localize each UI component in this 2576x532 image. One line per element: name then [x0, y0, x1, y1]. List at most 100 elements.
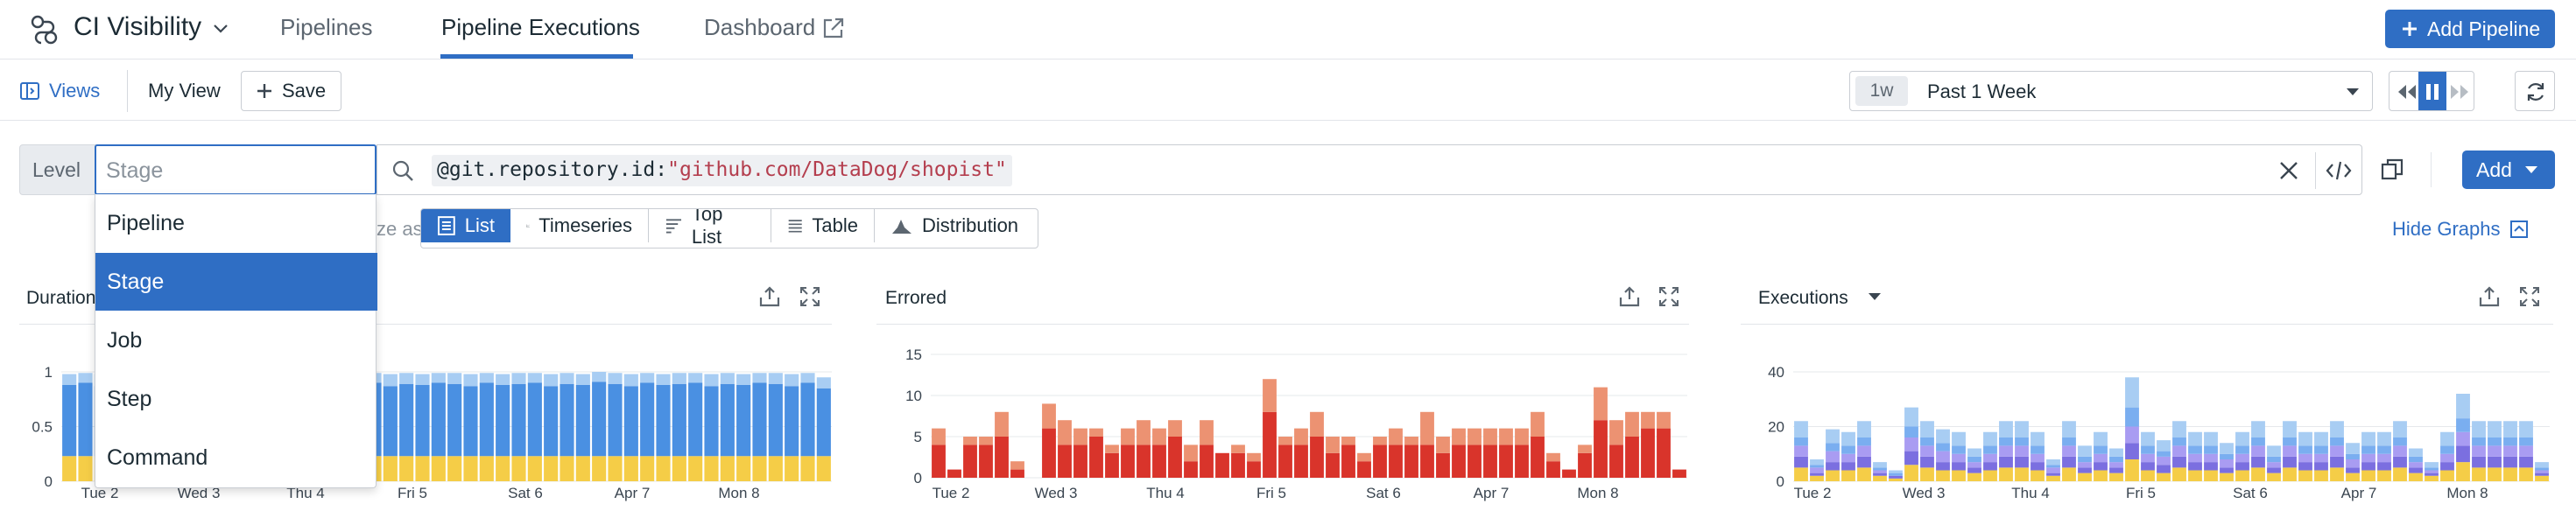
expand-icon[interactable]	[1658, 285, 1680, 308]
chart-bar	[2440, 445, 2454, 454]
refresh-button[interactable]	[2515, 71, 2555, 111]
sidebar-panel-icon	[20, 82, 39, 100]
app-title[interactable]: CI Visibility	[74, 12, 202, 41]
chart-bar	[736, 385, 751, 457]
export-icon[interactable]	[758, 285, 781, 308]
chart-bar	[2425, 462, 2439, 468]
rewind-icon[interactable]	[2397, 83, 2418, 101]
caret-down-icon[interactable]	[1868, 292, 1882, 301]
export-icon[interactable]	[2478, 285, 2501, 308]
viz-tab-distribution[interactable]: Distribution	[875, 209, 1038, 242]
viz-tab-table[interactable]: Table	[771, 209, 875, 242]
hide-graphs-toggle[interactable]: Hide Graphs	[2392, 218, 2529, 241]
chart-bar	[2094, 431, 2108, 446]
chart-bar	[511, 373, 526, 384]
views-toggle[interactable]: Views	[19, 80, 100, 102]
dropdown-option-step[interactable]: Step	[107, 386, 152, 411]
chart-bar	[1105, 444, 1119, 453]
pause-button[interactable]	[2418, 72, 2446, 110]
chart-bar	[2425, 470, 2439, 473]
views-label: Views	[49, 80, 101, 102]
chart-bar	[2015, 421, 2029, 438]
level-input[interactable]: Stage	[95, 144, 377, 195]
tab-pipeline-executions[interactable]: Pipeline Executions	[441, 14, 640, 40]
external-link-icon[interactable]	[821, 16, 846, 40]
time-range-badge: 1w	[1855, 76, 1908, 106]
chart-bar	[2141, 470, 2155, 481]
chart-bar	[2283, 438, 2297, 446]
chart-bar	[2251, 438, 2265, 446]
dropdown-option-stage[interactable]: Stage	[95, 253, 377, 311]
chart-bar	[1983, 445, 1997, 454]
dropdown-option-command[interactable]: Command	[107, 444, 208, 470]
chart-bar	[1341, 444, 1355, 478]
chart-bar	[1326, 437, 1340, 453]
viz-tab-top-list[interactable]: Top List	[649, 209, 771, 248]
chart-bar	[1073, 444, 1087, 478]
chart-bar	[1042, 428, 1056, 478]
expand-icon[interactable]	[799, 285, 821, 308]
copy-icon[interactable]	[2380, 158, 2404, 182]
chart-bar	[2204, 462, 2218, 471]
chart-bar	[2141, 445, 2155, 454]
tab-pipelines[interactable]: Pipelines	[280, 14, 373, 40]
chart-bar	[1794, 456, 1808, 468]
dropdown-option-pipeline[interactable]: Pipeline	[107, 210, 185, 235]
chevron-down-icon[interactable]	[212, 23, 229, 35]
chart-bar	[768, 373, 783, 384]
chart-bar	[479, 456, 494, 481]
chart-bar	[2298, 445, 2312, 454]
divider	[127, 70, 128, 112]
code-view-icon[interactable]	[2326, 159, 2352, 182]
chart-bar	[1105, 452, 1119, 478]
x-tick-label: Mon 8	[718, 485, 760, 501]
clear-query-icon[interactable]	[2277, 159, 2300, 182]
divider	[2315, 152, 2316, 189]
chart-bar	[2125, 377, 2139, 408]
viz-tab-label: Distribution	[922, 214, 1019, 236]
chart-bar	[2377, 445, 2391, 454]
x-tick-label: Fri 5	[398, 485, 427, 501]
dropdown-option-job[interactable]: Job	[107, 327, 143, 353]
chart-title-executions: Executions	[1758, 288, 1848, 308]
chart-bar	[2031, 453, 2045, 463]
add-pipeline-button[interactable]: Add Pipeline	[2385, 10, 2555, 48]
x-tick-label: Thu 4	[2011, 485, 2050, 501]
tab-dashboard[interactable]: Dashboard	[704, 14, 816, 40]
chart-bar	[2535, 462, 2549, 468]
search-query-token[interactable]: @git.repository.id:"github.com/DataDog/s…	[432, 155, 1012, 186]
chart-bar	[1121, 444, 1135, 478]
chart-bar	[592, 456, 607, 481]
chart-bar	[2298, 462, 2312, 471]
search-query-bar[interactable]: @git.repository.id:"github.com/DataDog/s…	[377, 144, 2362, 195]
chart-bar	[2015, 445, 2029, 457]
chart-bar	[1058, 420, 1072, 445]
expand-icon[interactable]	[2518, 285, 2541, 308]
chart-bar	[1373, 437, 1387, 445]
chart-bar	[995, 437, 1009, 478]
chart-bar	[1310, 411, 1324, 437]
chart-bar	[640, 382, 655, 457]
save-view-button[interactable]: Save	[241, 71, 341, 111]
chart-bar	[1936, 429, 1950, 444]
add-button[interactable]: Add	[2462, 150, 2555, 189]
chart-bar	[1263, 411, 1277, 478]
chart-bar	[2031, 445, 2045, 454]
viz-tab-list[interactable]: List	[421, 209, 510, 242]
viz-tab-timeseries[interactable]: Timeseries	[510, 209, 649, 242]
chart-bar	[1420, 411, 1434, 445]
chart-bar	[2503, 456, 2517, 468]
chart-bar	[2361, 462, 2375, 471]
chart-bar	[1952, 470, 1966, 481]
chart-bar	[1920, 456, 1934, 468]
chart-bar	[1810, 459, 1824, 466]
chart-bar	[2346, 453, 2360, 459]
chart-bar	[932, 444, 946, 478]
export-icon[interactable]	[1618, 285, 1641, 308]
chart-bar	[640, 456, 655, 481]
current-view-name: My View	[148, 80, 221, 102]
fast-forward-icon[interactable]	[2449, 83, 2470, 101]
time-range-selector[interactable]: 1w Past 1 Week	[1849, 71, 2373, 111]
errored-chart: 15 10 5 0	[905, 346, 1687, 486]
chart-bar	[1967, 467, 1981, 473]
